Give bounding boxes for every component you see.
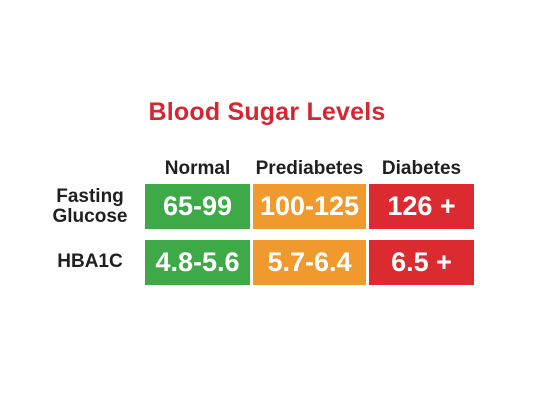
row-header-hba1c-line1: HBA1C xyxy=(57,251,123,272)
cell-fasting-normal: 65-99 xyxy=(145,184,250,229)
chart-title: Blood Sugar Levels xyxy=(148,98,386,126)
column-header-normal: Normal xyxy=(164,158,231,179)
row-header-fasting-line2: Glucose xyxy=(52,206,128,227)
column-header-prediabetes: Prediabetes xyxy=(255,158,364,179)
row-header-fasting-line1: Fasting xyxy=(56,186,124,207)
cell-fasting-diabetes: 126 + xyxy=(369,184,474,229)
cell-hba1c-normal: 4.8-5.6 xyxy=(145,240,250,285)
row-header-fasting-glucose: Fasting Glucose xyxy=(40,187,140,227)
cell-fasting-prediabetes: 100-125 xyxy=(253,184,366,229)
cell-hba1c-prediabetes: 5.7-6.4 xyxy=(253,240,366,285)
column-header-diabetes: Diabetes xyxy=(381,158,462,179)
row-header-hba1c: HBA1C xyxy=(40,252,140,272)
cell-hba1c-diabetes: 6.5 + xyxy=(369,240,474,285)
